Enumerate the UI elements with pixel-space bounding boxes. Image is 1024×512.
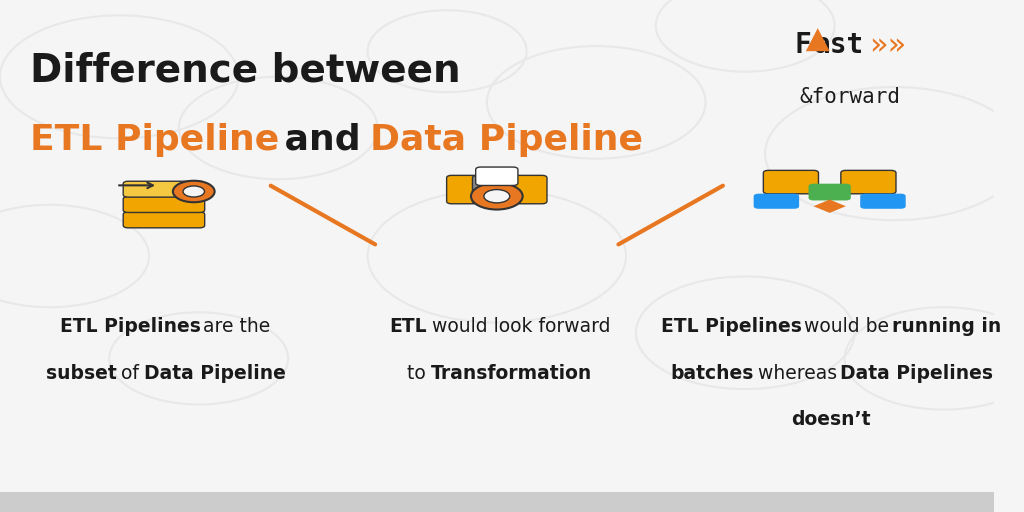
Text: ETL: ETL	[389, 317, 427, 336]
Text: ETL Pipelines: ETL Pipelines	[60, 317, 201, 336]
FancyBboxPatch shape	[446, 175, 496, 204]
Text: doesn’t: doesn’t	[792, 410, 870, 429]
Text: Difference between: Difference between	[30, 51, 461, 89]
FancyBboxPatch shape	[809, 184, 851, 200]
FancyBboxPatch shape	[860, 194, 905, 209]
Text: running in: running in	[892, 317, 1001, 336]
Text: are the: are the	[197, 317, 270, 336]
Circle shape	[471, 183, 522, 209]
FancyBboxPatch shape	[0, 492, 993, 512]
Polygon shape	[813, 200, 846, 213]
Text: »»: »»	[869, 31, 906, 60]
Circle shape	[173, 181, 215, 202]
Circle shape	[183, 186, 205, 197]
Text: of: of	[115, 364, 144, 382]
FancyBboxPatch shape	[499, 175, 547, 204]
Polygon shape	[806, 28, 829, 51]
Text: Data Pipeline: Data Pipeline	[144, 364, 286, 382]
Circle shape	[484, 189, 510, 203]
Text: F: F	[795, 31, 812, 59]
Text: whereas: whereas	[752, 364, 843, 382]
FancyBboxPatch shape	[123, 212, 205, 228]
Text: would be: would be	[798, 317, 895, 336]
Text: &forward: &forward	[800, 87, 901, 107]
Text: and: and	[271, 123, 373, 157]
Text: subset: subset	[46, 364, 117, 382]
Text: Data Pipelines: Data Pipelines	[840, 364, 993, 382]
Text: Data Pipeline: Data Pipeline	[370, 123, 643, 157]
FancyBboxPatch shape	[841, 170, 896, 194]
Text: to: to	[407, 364, 431, 382]
FancyBboxPatch shape	[123, 197, 205, 212]
Text: Transformation: Transformation	[430, 364, 592, 382]
FancyBboxPatch shape	[472, 175, 521, 204]
FancyBboxPatch shape	[476, 167, 518, 185]
Text: ast: ast	[814, 31, 864, 59]
FancyBboxPatch shape	[763, 170, 818, 194]
Text: would look forward: would look forward	[426, 317, 610, 336]
Text: ETL Pipelines: ETL Pipelines	[662, 317, 802, 336]
FancyBboxPatch shape	[754, 194, 799, 209]
FancyBboxPatch shape	[123, 181, 205, 197]
Text: batches: batches	[671, 364, 754, 382]
Text: ETL Pipeline: ETL Pipeline	[30, 123, 280, 157]
